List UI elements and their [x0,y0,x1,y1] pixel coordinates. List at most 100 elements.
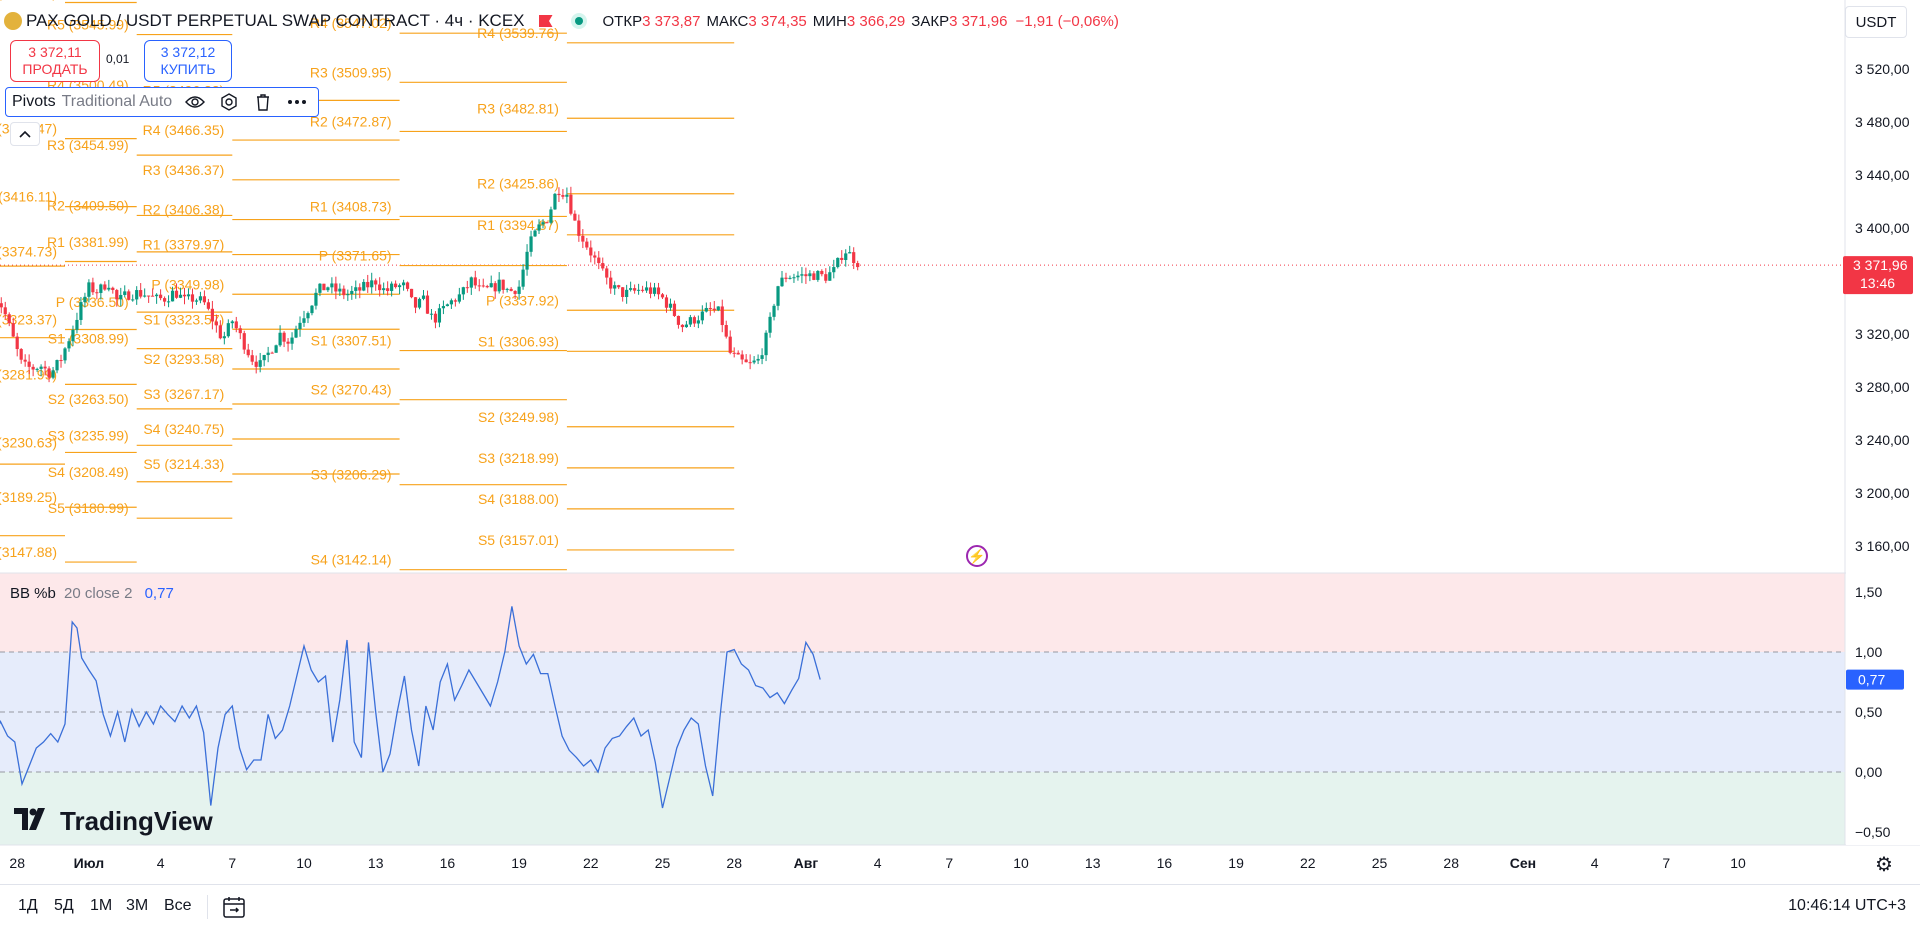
candle-body [640,289,645,291]
currency-button[interactable]: USDT [1845,6,1907,38]
pivot-label: R1 (3408.73) [310,198,392,214]
buy-label: КУПИТЬ [160,61,216,77]
time-tick-label: 16 [440,855,456,871]
candle-body [660,294,665,298]
pivot-label: P (3349.98) [151,276,224,292]
candle-body [664,297,669,308]
candle-body [457,294,461,302]
candle-body [601,263,605,269]
candle-body [796,275,800,278]
symbol-title[interactable]: PAX GOLD / USDT PERPETUAL SWAP CONTRACT … [26,11,525,30]
candle-body [67,341,71,349]
candle-body [119,294,123,300]
candle-body [39,366,43,369]
settings-icon[interactable] [218,91,240,113]
time-tick-label: 7 [945,855,953,871]
candle-body [533,230,537,237]
sell-button[interactable]: 3 372,11 ПРОДАТЬ [10,40,100,82]
range-5d[interactable]: 5Д [54,897,74,914]
tradingview-logo[interactable]: TradingView [14,806,213,837]
range-1d[interactable]: 1Д [18,897,38,914]
candle-body [15,336,19,350]
time-tick-label: 22 [1300,855,1316,871]
candle-body [680,324,685,328]
price-tick-label: 3 280,00 [1855,379,1910,395]
candle-body [190,294,195,302]
candle-body [836,257,840,268]
more-icon[interactable] [286,91,308,113]
bb-value: 0,77 [144,585,174,602]
pivots-indicator-legend[interactable]: Pivots Traditional Auto [5,87,319,117]
candle-body [186,294,191,297]
trash-icon[interactable] [252,91,274,113]
candle-body [282,332,286,342]
candle-body [226,323,230,337]
clock[interactable]: 10:46:14 UTC+3 [1788,897,1906,914]
pivot-label: S4 (3188.00) [478,491,559,507]
candle-body [7,314,11,324]
candle-body [652,287,657,294]
candle-body [577,220,581,236]
time-tick-label: 4 [874,855,882,871]
pivot-label: S3 (3189.25) [0,489,57,505]
market-status-icon[interactable] [570,13,587,29]
candle-body [565,194,569,197]
candle-body [159,294,163,299]
candle-body [198,296,203,301]
candle-body [820,270,824,275]
candle-body [334,283,338,292]
candle-body [59,360,63,362]
candle-body [314,292,318,306]
candle-body [151,295,155,297]
bb-legend[interactable]: BB %b 20 close 2 0,77 [10,585,174,602]
time-tick-label: 19 [1228,855,1244,871]
flash-icon[interactable]: ⚡ [966,545,988,567]
bb-oversold-zone [0,772,1845,845]
candle-body [75,319,79,330]
collapse-legend-button[interactable] [10,122,40,146]
bb-params: 20 close 2 [64,585,133,602]
candle-body [362,281,366,291]
candle-body [429,313,434,315]
candle-body [529,236,533,252]
pivot-label: R4 (3539.76) [477,25,559,41]
candle-body [250,355,254,362]
candle-body [11,323,15,337]
time-tick-label: 10 [1013,855,1029,871]
calendar-range-icon[interactable] [222,895,246,919]
candle-body [832,267,836,273]
eye-icon[interactable] [184,91,206,113]
sell-label: ПРОДАТЬ [22,61,88,77]
flag-icon[interactable] [538,15,553,27]
pivot-label: S2 (3249.98) [478,409,559,425]
grid [0,0,1920,846]
candle-body [330,283,334,288]
candle-body [477,285,481,287]
candle-body [370,280,374,288]
buy-button[interactable]: 3 372,12 КУПИТЬ [144,40,232,82]
gear-icon[interactable]: ⚙ [1875,853,1893,876]
time-tick-label: 4 [1591,855,1599,871]
candle-body [509,288,513,291]
range-all[interactable]: Все [164,897,192,914]
candle-body [342,288,346,296]
candle-body [780,277,784,287]
candle-body [413,297,418,308]
candle-body [541,222,545,225]
range-1m[interactable]: 1М [90,897,113,914]
low-value: 3 366,29 [846,12,906,30]
pivot-label: S5 (3214.33) [143,456,224,472]
candle-body [553,193,557,210]
candle-body [708,307,712,309]
price-tick-label: 3 320,00 [1855,326,1910,342]
candle-body [672,303,677,316]
range-3m[interactable]: 3М [126,897,149,914]
candle-body [0,303,3,308]
candle-body [481,285,485,287]
candle-body [234,321,238,329]
pivot-label: S2 (3230.63) [0,434,57,450]
candle-body [676,315,681,325]
candle-body [139,290,143,297]
candle-body [115,290,119,300]
